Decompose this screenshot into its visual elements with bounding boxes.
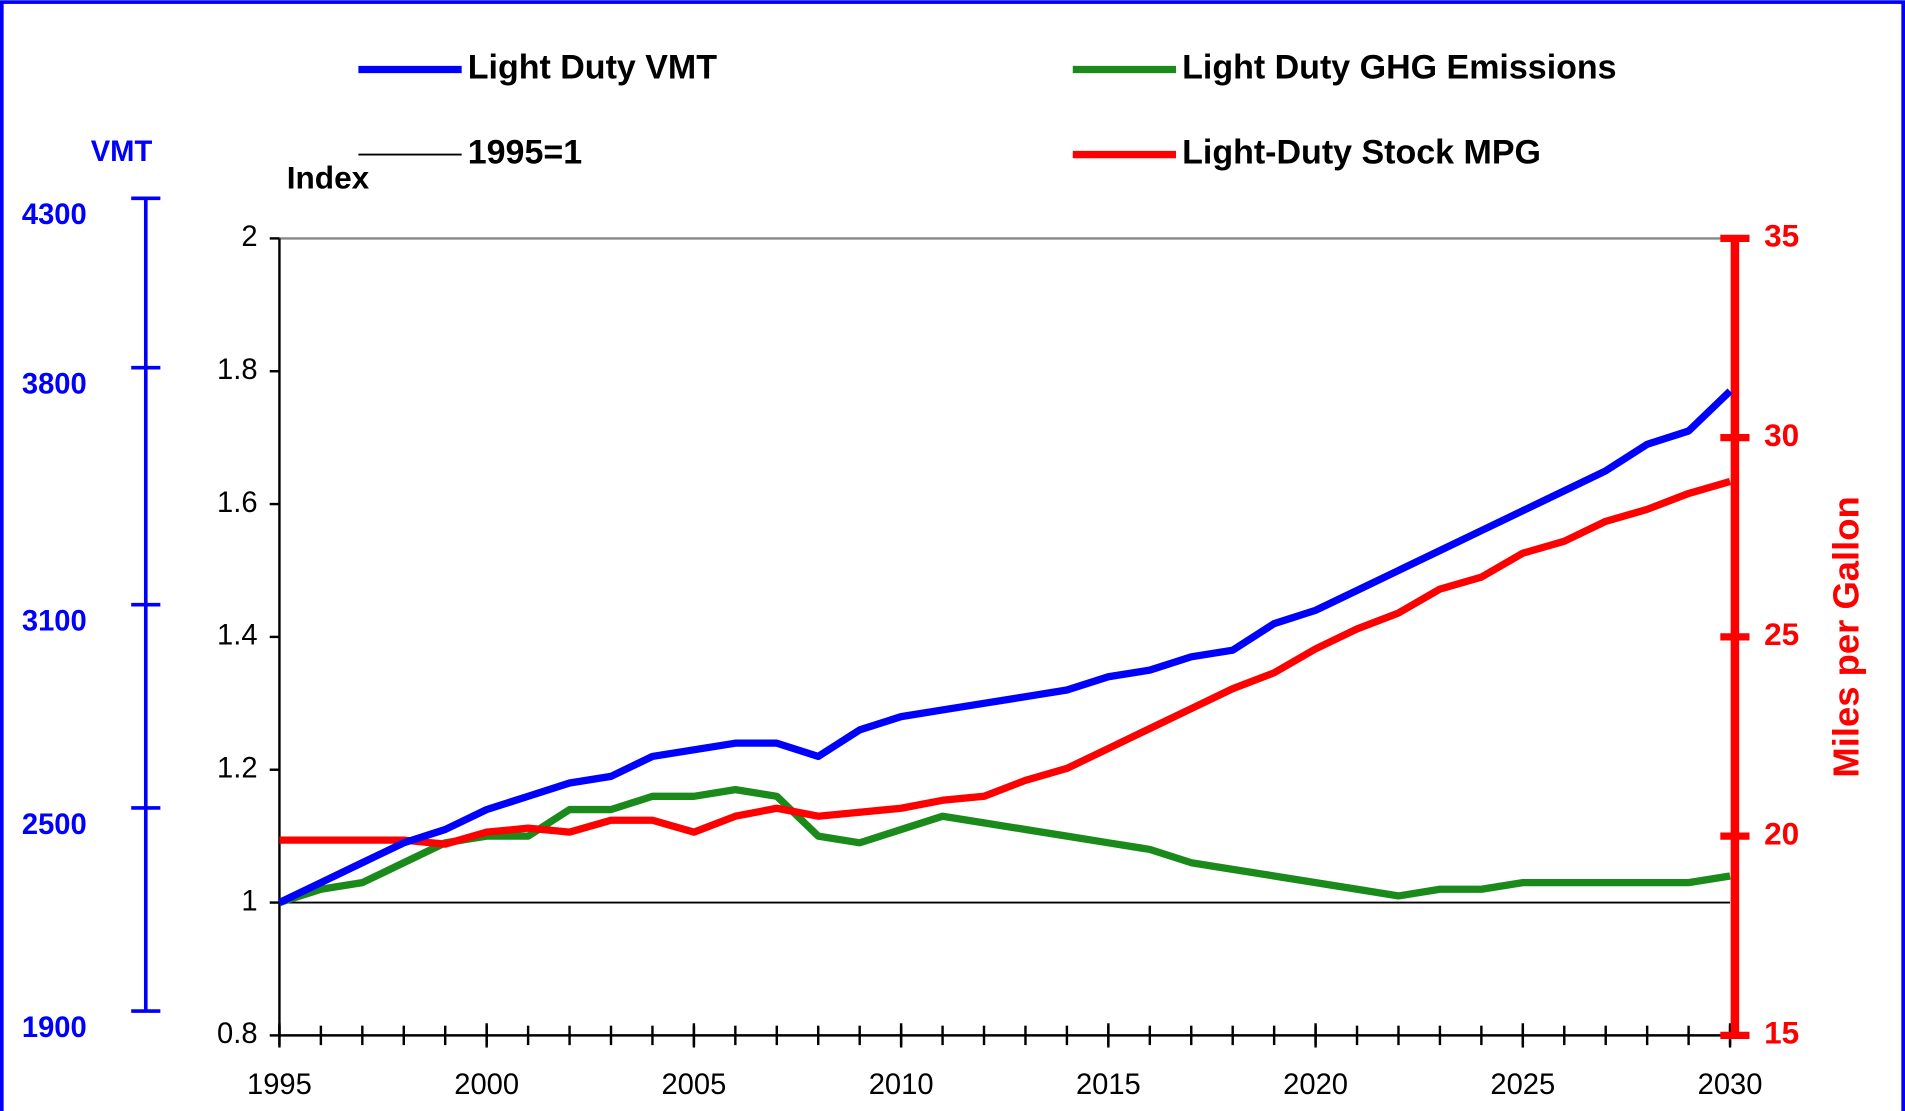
y-tick-label: 1 (241, 885, 257, 917)
y2-axis-title: Miles per Gallon (1826, 496, 1867, 777)
x-tick-label: 2015 (1076, 1069, 1141, 1101)
x-tick-label: 2025 (1490, 1069, 1555, 1101)
vmt-axis-title: VMT (91, 136, 153, 168)
y-tick-label: 0.8 (217, 1018, 258, 1050)
legend-label: Light Duty VMT (468, 49, 718, 87)
x-tick-label: 2000 (454, 1069, 519, 1101)
vmt-tick-label: 4300 (22, 199, 87, 231)
series-line (277, 388, 1733, 906)
x-tick-label: 2005 (661, 1069, 726, 1101)
legend-label: 1995=1 (468, 134, 582, 172)
vmt-tick-label: 3100 (22, 606, 87, 638)
x-tick-label: 2010 (869, 1069, 934, 1101)
vmt-tick-label: 3800 (22, 369, 87, 401)
vmt-tick-label: 2500 (22, 809, 87, 841)
vmt-tick-label: 1900 (22, 1012, 87, 1044)
y2-tick-label: 15 (1764, 1015, 1799, 1051)
legend-label: Light Duty GHG Emissions (1182, 49, 1616, 87)
legend-label: Light-Duty Stock MPG (1182, 134, 1541, 172)
y2-tick-label: 25 (1764, 616, 1799, 652)
y2-tick-label: 20 (1764, 815, 1799, 851)
y-tick-label: 2 (241, 221, 257, 253)
y-axis-title: Index (287, 159, 370, 195)
y-tick-label: 1.2 (217, 752, 258, 784)
series-line (279, 477, 1732, 848)
x-tick-label: 1995 (247, 1069, 312, 1101)
y2-tick-label: 35 (1764, 218, 1799, 254)
y-tick-label: 1.6 (217, 487, 258, 519)
series-line (278, 786, 1731, 907)
y-tick-label: 1.8 (217, 354, 258, 386)
x-tick-label: 2020 (1283, 1069, 1348, 1101)
y2-tick-label: 30 (1764, 417, 1799, 453)
y-tick-label: 1.4 (217, 620, 258, 652)
x-tick-label: 2030 (1698, 1069, 1763, 1101)
